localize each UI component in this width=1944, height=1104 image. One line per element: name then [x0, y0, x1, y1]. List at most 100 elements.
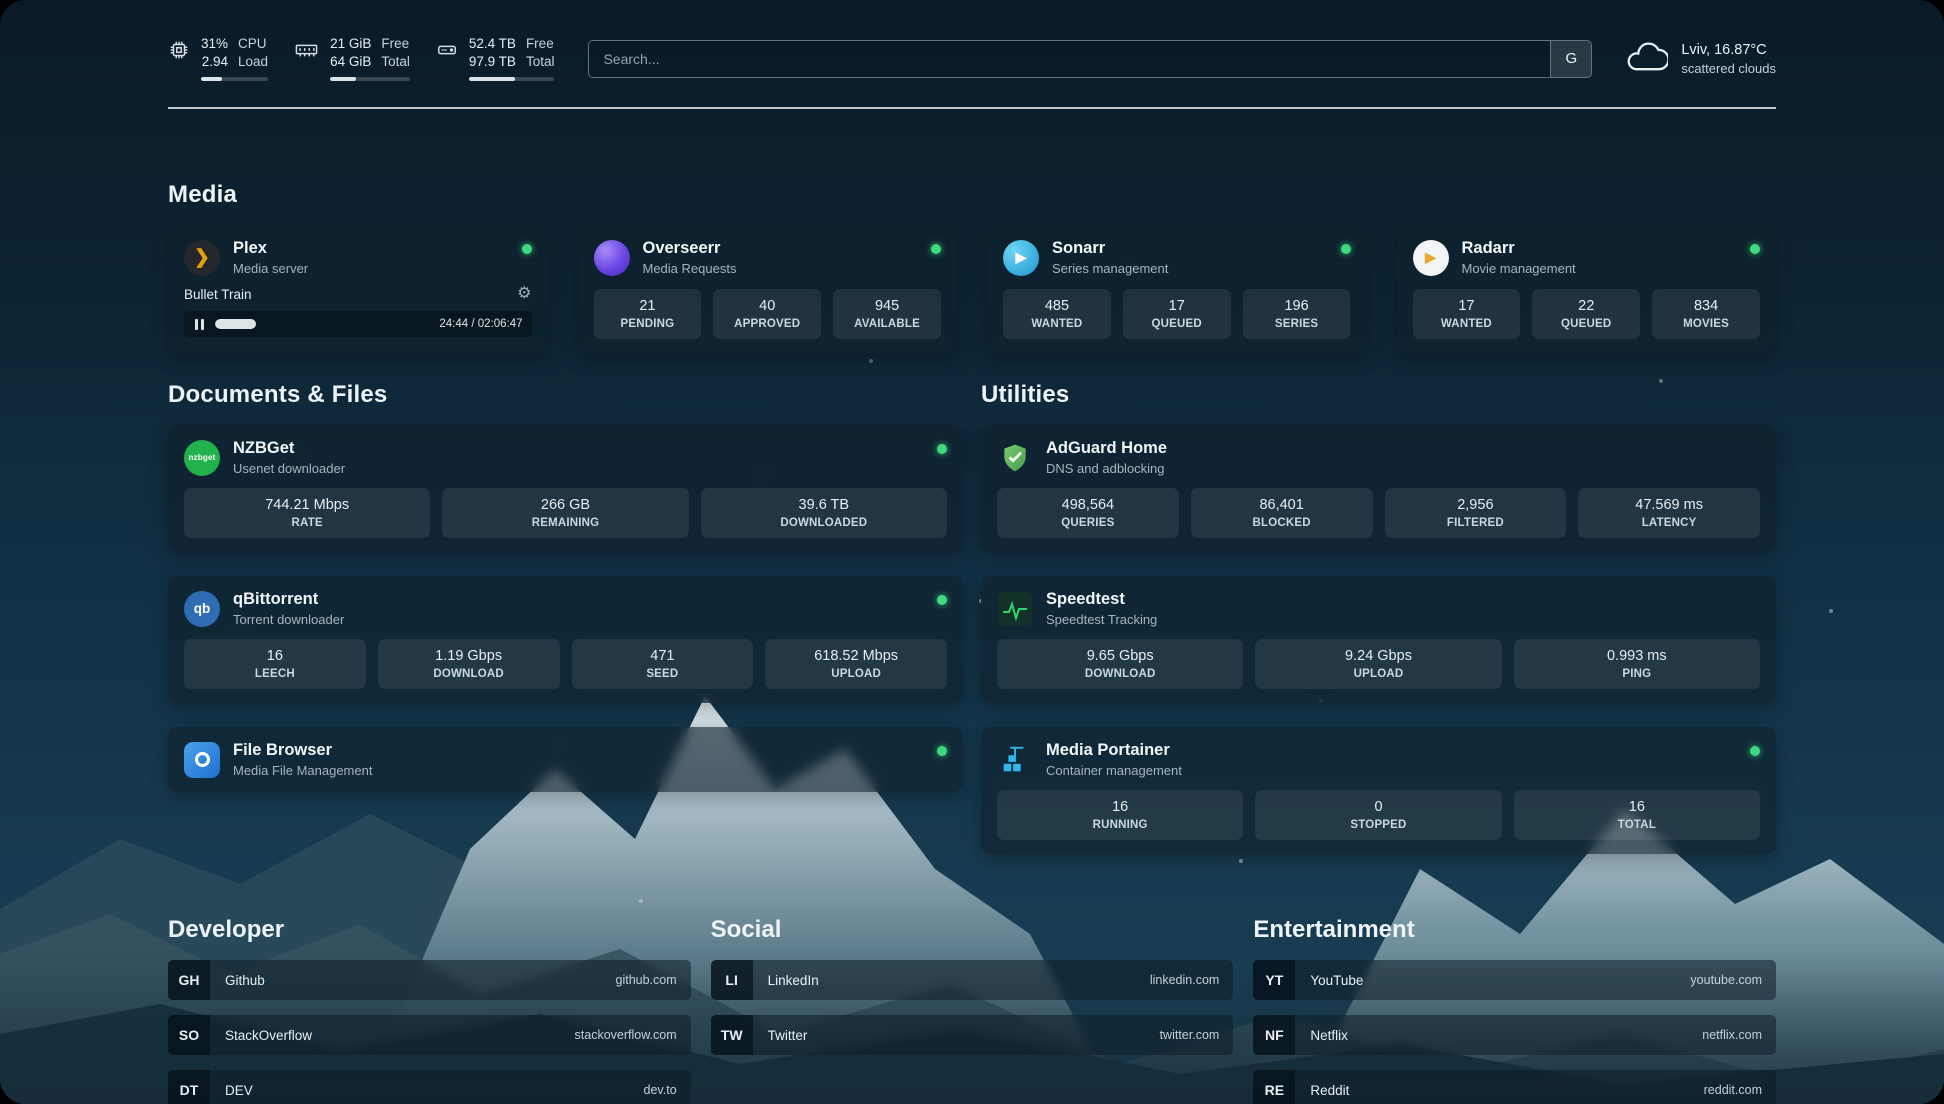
app-description: Series management	[1052, 261, 1169, 276]
developer-section-title: Developer	[168, 916, 285, 943]
stat-box: 16 RUNNING	[997, 790, 1244, 840]
bookmark-reddit[interactable]: RE Reddit reddit.com	[1253, 1070, 1776, 1104]
dev-icon: DT	[168, 1070, 210, 1104]
stat-box: 16 TOTAL	[1513, 790, 1760, 840]
stat-box: 2,956 FILTERED	[1384, 488, 1567, 538]
app-card-radarr[interactable]: ▶ Radarr Movie management 17 WANTED	[1396, 225, 1776, 353]
now-playing-title: Bullet Train	[184, 286, 252, 302]
stat-value: 86,401	[1259, 497, 1304, 513]
search-input[interactable]	[588, 39, 1551, 78]
stat-value: 0	[1374, 799, 1383, 815]
stat-value: 47.569 ms	[1635, 497, 1703, 513]
app-name: Radarr	[1461, 239, 1515, 257]
netflix-icon: NF	[1253, 1015, 1296, 1055]
stat-value: 16	[1628, 799, 1645, 815]
bookmark-youtube[interactable]: YT YouTube youtube.com	[1253, 960, 1776, 1000]
stat-value: 0.993 ms	[1606, 648, 1667, 664]
stat-label: LEECH	[254, 668, 295, 680]
stat-label: REMAINING	[531, 517, 600, 529]
status-online-dot	[1750, 244, 1760, 254]
section-developer: Developer GH Github github.com SO StackO…	[168, 916, 691, 1104]
app-card-sonarr[interactable]: ▶ Sonarr Series management 485 WANTED	[987, 225, 1367, 353]
app-card-overseerr[interactable]: Overseerr Media Requests 21 PENDING	[577, 225, 957, 353]
app-card-qbittorrent[interactable]: qb qBittorrent Torrent downloader 16	[168, 576, 963, 703]
status-online-dot	[937, 444, 947, 454]
bookmark-stackoverflow[interactable]: SO StackOverflow stackoverflow.com	[168, 1015, 691, 1055]
bookmark-name: YouTube	[1310, 972, 1364, 988]
stat-label: APPROVED	[734, 318, 801, 330]
stat-box: 744.21 Mbps RATE	[184, 488, 431, 538]
status-online-dot	[521, 244, 532, 254]
stat-value: 618.52 Mbps	[814, 648, 899, 664]
media-section-title: Media	[168, 181, 238, 208]
memory-free-value: 21 GiB	[330, 36, 372, 51]
app-description: Speedtest Tracking	[1046, 612, 1158, 627]
pause-button[interactable]	[193, 317, 206, 332]
weather-widget: Lviv, 16.87°C scattered clouds	[1626, 41, 1776, 77]
stat-label: FILTERED	[1446, 517, 1504, 529]
stat-label: SEED	[646, 668, 679, 680]
stat-value: 21	[639, 298, 656, 314]
app-description: Container management	[1046, 763, 1182, 778]
app-card-adguard[interactable]: AdGuard Home DNS and adblocking 498,564 …	[981, 425, 1776, 552]
stat-value: 498,564	[1061, 497, 1115, 513]
bookmark-dev[interactable]: DT DEV dev.to	[168, 1070, 691, 1104]
weather-condition: scattered clouds	[1681, 60, 1776, 76]
nzbget-icon: nzbget	[184, 439, 220, 476]
app-card-filebrowser[interactable]: File Browser Media File Management	[168, 727, 963, 792]
stat-label: UPLOAD	[1353, 668, 1404, 680]
status-online-dot	[937, 746, 947, 756]
stat-value: 17	[1168, 298, 1185, 314]
app-card-plex[interactable]: ❯ Plex Media server Bullet Train ⚙	[168, 225, 548, 353]
search-bar: G	[588, 39, 1593, 78]
app-card-nzbget[interactable]: nzbget NZBGet Usenet downloader 744.21 M…	[168, 425, 963, 552]
section-social: Social LI LinkedIn linkedin.com TW Twitt…	[710, 916, 1234, 1104]
documents-section-title: Documents & Files	[168, 381, 388, 408]
storage-usage-bar	[468, 77, 555, 81]
bookmark-netflix[interactable]: NF Netflix netflix.com	[1253, 1015, 1776, 1055]
bookmark-url: twitter.com	[1159, 1028, 1220, 1042]
stat-label: BLOCKED	[1252, 517, 1311, 529]
app-name: File Browser	[233, 741, 333, 759]
now-playing-bar: 24:44 / 02:06:47	[184, 311, 532, 337]
qbittorrent-icon: qb	[184, 590, 220, 627]
stat-value: 16	[266, 648, 283, 664]
bookmark-twitter[interactable]: TW Twitter twitter.com	[710, 1015, 1234, 1055]
playback-time: 24:44 / 02:06:47	[439, 318, 523, 330]
app-description: DNS and adblocking	[1046, 461, 1165, 476]
stat-label: MOVIES	[1683, 318, 1730, 330]
status-online-dot	[1340, 244, 1351, 254]
bookmark-url: stackoverflow.com	[574, 1028, 677, 1042]
settings-gear-icon[interactable]: ⚙	[517, 285, 532, 302]
speedtest-icon	[997, 591, 1033, 627]
stat-value: 17	[1458, 298, 1475, 314]
utilities-section-title: Utilities	[981, 381, 1070, 408]
app-card-speedtest[interactable]: Speedtest Speedtest Tracking 9.65 Gbps D…	[981, 576, 1776, 703]
stat-label: DOWNLOADED	[780, 517, 868, 529]
cpu-label: CPU	[238, 36, 267, 51]
stat-label: DOWNLOAD	[1084, 668, 1156, 680]
stat-value: 22	[1578, 298, 1595, 314]
app-name: NZBGet	[233, 439, 295, 457]
bookmark-url: netflix.com	[1702, 1028, 1762, 1042]
stat-label: WANTED	[1440, 318, 1492, 330]
status-online-dot	[1750, 746, 1760, 756]
stat-box: 39.6 TB DOWNLOADED	[700, 488, 947, 538]
search-engine-button[interactable]: G	[1550, 39, 1593, 78]
cloud-icon	[1626, 41, 1670, 77]
bookmark-github[interactable]: GH Github github.com	[168, 960, 691, 1000]
app-card-portainer[interactable]: Media Portainer Container management 16 …	[981, 727, 1776, 854]
section-utilities: Utilities	[981, 381, 1776, 854]
stat-value: 9.24 Gbps	[1345, 648, 1412, 664]
cpu-load-value: 2.94	[201, 54, 229, 69]
stat-label: QUEUED	[1561, 318, 1612, 330]
stat-box: 485 WANTED	[1003, 289, 1111, 339]
stat-label: RUNNING	[1092, 819, 1148, 831]
stat-box: 17 WANTED	[1412, 289, 1521, 339]
bookmark-linkedin[interactable]: LI LinkedIn linkedin.com	[710, 960, 1234, 1000]
stat-value: 485	[1044, 298, 1070, 314]
top-bar: 31% CPU 2.94 Load 21 GiB Free	[168, 0, 1776, 109]
section-documents: Documents & Files nzbget NZBGet Usenet d…	[168, 381, 963, 792]
github-icon: GH	[168, 960, 210, 1000]
stat-box: 16 LEECH	[184, 639, 366, 689]
